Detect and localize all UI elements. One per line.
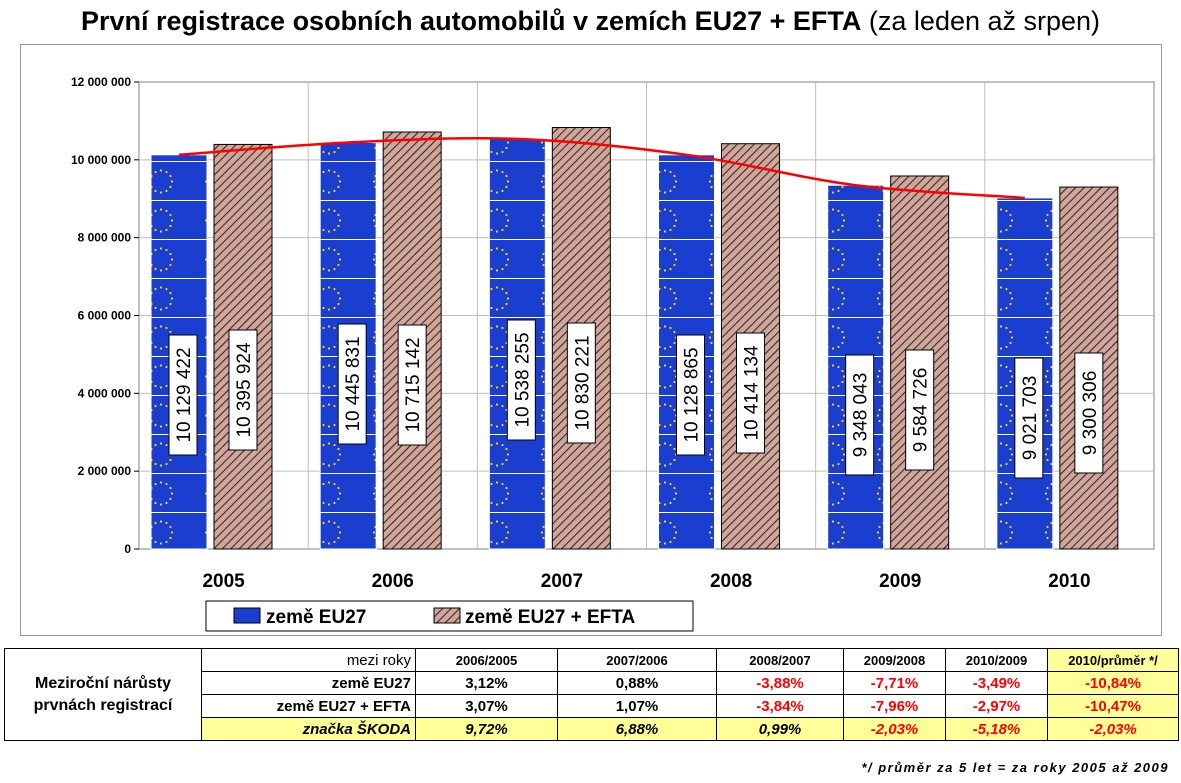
data-label-box <box>845 354 875 476</box>
data-label-box <box>676 334 705 456</box>
data-label-eu27-efta: 9 584 726 <box>905 349 935 471</box>
title-sub: (za leden až srpen) <box>868 6 1101 36</box>
footnote: */ průměr za 5 let = za roky 2005 až 200… <box>861 760 1169 775</box>
data-label-box <box>1074 352 1104 474</box>
x-tick-label: 2010 <box>1048 571 1090 592</box>
legend-label-eu27: země EU27 <box>266 607 366 628</box>
table-cell: 6,88% <box>557 717 717 741</box>
data-label-text: 10 538 255 <box>512 332 533 427</box>
y-tick-label: 8 000 000 <box>78 231 132 245</box>
data-label-text: 9 348 043 <box>851 373 872 458</box>
data-label-text: 9 300 306 <box>1080 371 1101 456</box>
data-label-eu27: 9 021 703 <box>1014 357 1044 479</box>
y-tick-label: 12 000 000 <box>71 75 131 89</box>
table-cell: -5,18% <box>945 717 1048 741</box>
y-tick-label: 10 000 000 <box>71 153 131 167</box>
y-tick-label: 4 000 000 <box>78 386 132 400</box>
data-label-eu27: 10 128 865 <box>676 334 705 456</box>
table-header-label: mezi roky <box>201 648 416 672</box>
data-label-text: 9 584 726 <box>911 368 932 453</box>
table-cell: -3,49% <box>945 671 1048 695</box>
data-label-eu27: 10 129 422 <box>168 334 198 456</box>
row-label: země EU27 + EFTA <box>201 694 416 718</box>
data-label-box <box>736 332 765 454</box>
table-cell: 9,72% <box>415 717 558 741</box>
table-row: značka ŠKODA 9,72% 6,88% 0,99% -2,03% -5… <box>5 717 1179 741</box>
data-label-box <box>337 323 367 445</box>
data-label-eu27: 10 445 831 <box>337 323 367 445</box>
chart-area: 10 129 422 10 395 924 10 445 831 10 715 142… <box>20 44 1162 636</box>
growth-table: Meziroční nárůsty prvnách registrací mez… <box>4 648 1179 741</box>
table-cell: 3,12% <box>415 671 558 695</box>
bar-chart: 10 129 422 10 395 924 10 445 831 10 715 142… <box>71 75 1155 632</box>
col-header: 2010/průměr */ <box>1047 648 1179 672</box>
chart-title: První registrace osobních automobilů v z… <box>0 6 1181 37</box>
data-label-eu27-efta: 10 715 142 <box>397 324 427 446</box>
trend-line <box>178 136 1025 200</box>
data-label-eu27-efta: 10 830 221 <box>566 322 596 444</box>
col-header: 2009/2008 <box>843 648 946 672</box>
x-tick-label: 2006 <box>372 571 414 592</box>
y-tick-label: 0 <box>124 542 131 556</box>
row-label: země EU27 <box>201 671 416 695</box>
row-label: značka ŠKODA <box>201 717 416 741</box>
data-label-text: 10 445 831 <box>343 336 364 431</box>
table-cell: -2,03% <box>1047 717 1179 741</box>
table-side-label: Meziroční nárůsty prvnách registrací <box>4 648 202 741</box>
table-cell: -7,96% <box>843 694 946 718</box>
data-label-eu27: 9 348 043 <box>845 354 875 476</box>
data-label-eu27: 10 538 255 <box>506 319 536 441</box>
table-cell: -2,03% <box>843 717 946 741</box>
data-label-box <box>228 329 258 451</box>
table-cell: -2,97% <box>945 694 1048 718</box>
data-label-box <box>168 334 198 456</box>
x-tick-label: 2009 <box>879 571 921 592</box>
data-label-eu27-efta: 9 300 306 <box>1074 352 1104 474</box>
table-row: země EU27 3,12% 0,88% -3,88% -7,71% -3,4… <box>5 671 1179 695</box>
data-label-eu27-efta: 10 414 134 <box>736 332 765 454</box>
table-cell: -3,88% <box>716 671 844 695</box>
data-label-box <box>905 349 935 471</box>
table-cell: 1,07% <box>557 694 717 718</box>
data-label-box <box>1014 357 1044 479</box>
legend-swatch-eu27 <box>233 607 261 624</box>
y-tick-label: 6 000 000 <box>78 309 132 323</box>
y-tick-label: 2 000 000 <box>78 464 132 478</box>
col-header: 2006/2005 <box>415 648 558 672</box>
table-cell: -3,84% <box>716 694 844 718</box>
table-cell: -7,71% <box>843 671 946 695</box>
data-label-box <box>506 319 536 441</box>
legend: země EU27 země EU27 + EFTA <box>205 600 694 632</box>
data-label-text: 9 021 703 <box>1020 376 1041 461</box>
legend-label-eu27-efta: země EU27 + EFTA <box>465 607 635 628</box>
x-tick-label: 2008 <box>710 571 752 592</box>
table-cell: -10,84% <box>1047 671 1179 695</box>
x-tick-label: 2005 <box>202 571 245 592</box>
data-label-text: 10 414 134 <box>742 345 763 441</box>
data-label-text: 10 395 924 <box>234 342 255 438</box>
title-main: První registrace osobních automobilů v z… <box>80 6 862 36</box>
table-cell: -10,47% <box>1047 694 1179 718</box>
col-header: 2010/2009 <box>945 648 1048 672</box>
x-tick-label: 2007 <box>541 571 583 592</box>
table-row: země EU27 + EFTA 3,07% 1,07% -3,84% -7,9… <box>5 694 1179 718</box>
col-header: 2008/2007 <box>716 648 844 672</box>
legend-swatch-eu27-efta <box>433 607 461 624</box>
data-label-box <box>397 324 427 446</box>
data-label-text: 10 715 142 <box>403 337 424 432</box>
data-label-text: 10 830 221 <box>572 335 593 430</box>
data-label-eu27-efta: 10 395 924 <box>228 329 258 451</box>
table-cell: 3,07% <box>415 694 558 718</box>
col-header: 2007/2006 <box>557 648 717 672</box>
data-label-text: 10 128 865 <box>682 347 703 442</box>
data-label-text: 10 129 422 <box>174 347 195 442</box>
data-label-box <box>566 322 596 444</box>
table-cell: 0,99% <box>716 717 844 741</box>
table-cell: 0,88% <box>557 671 717 695</box>
